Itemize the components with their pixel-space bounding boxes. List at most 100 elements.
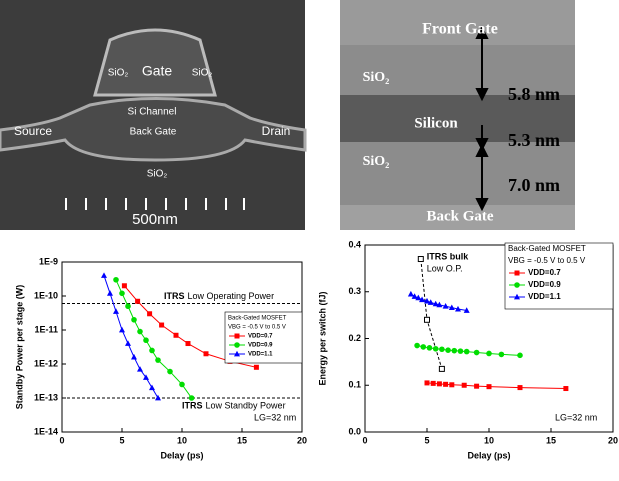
marker xyxy=(173,332,179,338)
y-tick-label: 0.3 xyxy=(348,286,361,296)
marker xyxy=(119,290,125,297)
marker xyxy=(101,272,107,278)
x-tick-label: 20 xyxy=(608,435,618,445)
marker xyxy=(473,349,480,356)
legend-label: VDD=0.9 xyxy=(248,343,273,349)
tem-label: 7.0 nm xyxy=(508,175,560,195)
legend-label: VDD=0.7 xyxy=(248,334,273,340)
x-tick-label: 5 xyxy=(424,435,429,445)
tem-label: Front Gate xyxy=(422,21,498,38)
reference-label: Low Standby Power xyxy=(206,400,286,410)
sem-label: Gate xyxy=(142,63,173,79)
marker xyxy=(449,382,455,388)
marker xyxy=(149,347,155,354)
marker xyxy=(155,394,161,401)
marker xyxy=(234,333,240,339)
marker xyxy=(445,347,451,353)
marker xyxy=(167,368,173,375)
y-tick-label: 0.2 xyxy=(348,333,361,343)
marker xyxy=(424,316,430,323)
tem-label: Silicon xyxy=(414,115,458,131)
marker xyxy=(517,385,523,391)
sem-label: SiO₂ xyxy=(147,169,168,180)
marker xyxy=(461,382,467,388)
marker xyxy=(457,348,464,354)
y-axis-label: Energy per switch (fJ) xyxy=(317,291,327,385)
tem-label: 5.3 nm xyxy=(508,130,560,150)
x-tick-label: 0 xyxy=(362,435,367,445)
x-axis-label: Delay (ps) xyxy=(160,450,203,460)
tem-label: SiO₂ xyxy=(363,154,390,169)
y-tick-label: 1E-10 xyxy=(34,290,58,300)
marker xyxy=(411,293,418,299)
marker xyxy=(234,342,240,348)
marker xyxy=(419,296,426,303)
marker xyxy=(443,381,449,387)
marker xyxy=(463,348,470,355)
tem-label: SiO₂ xyxy=(363,70,390,85)
marker xyxy=(486,350,492,357)
x-tick-label: 10 xyxy=(177,435,187,445)
legend-title: Back-Gated MOSFET xyxy=(508,244,586,253)
marker xyxy=(420,344,427,350)
marker xyxy=(147,311,153,317)
sem-label: SiO₂ xyxy=(192,68,213,79)
tem-label: 5.8 nm xyxy=(508,84,560,104)
marker xyxy=(432,300,439,307)
marker xyxy=(188,395,195,401)
tem-image: Front Gate SiO₂ 5.8 nm Silicon 5.3 nm Si… xyxy=(340,0,575,230)
marker xyxy=(514,270,520,276)
marker xyxy=(234,350,240,357)
marker xyxy=(159,322,165,328)
y-tick-label: 1E-9 xyxy=(39,256,58,266)
marker xyxy=(253,364,259,370)
legend-title: VBG = -0.5 V to 0.5 V xyxy=(508,256,586,265)
marker xyxy=(463,307,470,313)
marker xyxy=(137,328,143,335)
legend-box xyxy=(504,242,614,310)
marker xyxy=(514,282,520,288)
marker xyxy=(185,341,191,347)
y-tick-label: 0.0 xyxy=(348,426,361,436)
marker xyxy=(563,386,569,392)
marker xyxy=(143,374,149,380)
marker xyxy=(517,352,523,359)
x-tick-label: 15 xyxy=(546,435,556,445)
marker xyxy=(119,326,125,333)
x-tick-label: 20 xyxy=(297,435,307,445)
marker xyxy=(143,337,149,344)
marker xyxy=(432,345,439,352)
legend-title: Back-Gated MOSFET xyxy=(228,316,287,322)
legend-label: VDD=1.1 xyxy=(248,352,273,358)
legend-label: VDD=0.7 xyxy=(528,268,561,277)
marker xyxy=(436,301,443,308)
x-tick-label: 5 xyxy=(119,435,124,445)
marker xyxy=(107,290,113,296)
y-tick-label: 1E-12 xyxy=(34,358,58,368)
y-tick-label: 1E-14 xyxy=(34,426,58,436)
marker xyxy=(125,340,131,346)
marker xyxy=(203,351,209,357)
sem-image: SiO₂ Gate SiO₂ Si Channel Source Back Ga… xyxy=(0,0,307,230)
reference-label: ITRS xyxy=(164,291,185,301)
marker xyxy=(131,353,137,360)
marker xyxy=(426,345,433,351)
marker xyxy=(439,346,445,353)
marker xyxy=(448,304,455,311)
marker xyxy=(474,383,480,389)
y-tick-label: 1E-13 xyxy=(34,392,58,402)
x-tick-label: 10 xyxy=(484,435,494,445)
marker xyxy=(121,283,127,289)
legend-title: VBG = -0.5 V to 0.5 V xyxy=(228,325,286,331)
series-line xyxy=(103,275,159,399)
legend-label: VDD=0.9 xyxy=(528,280,561,289)
sem-label: Source xyxy=(14,124,52,138)
marker xyxy=(427,299,434,305)
marker xyxy=(438,365,445,372)
series-label: ITRS bulk xyxy=(427,251,469,261)
marker xyxy=(424,380,430,386)
marker xyxy=(498,351,505,358)
sem-label: Drain xyxy=(262,124,291,138)
series-line xyxy=(426,382,566,390)
